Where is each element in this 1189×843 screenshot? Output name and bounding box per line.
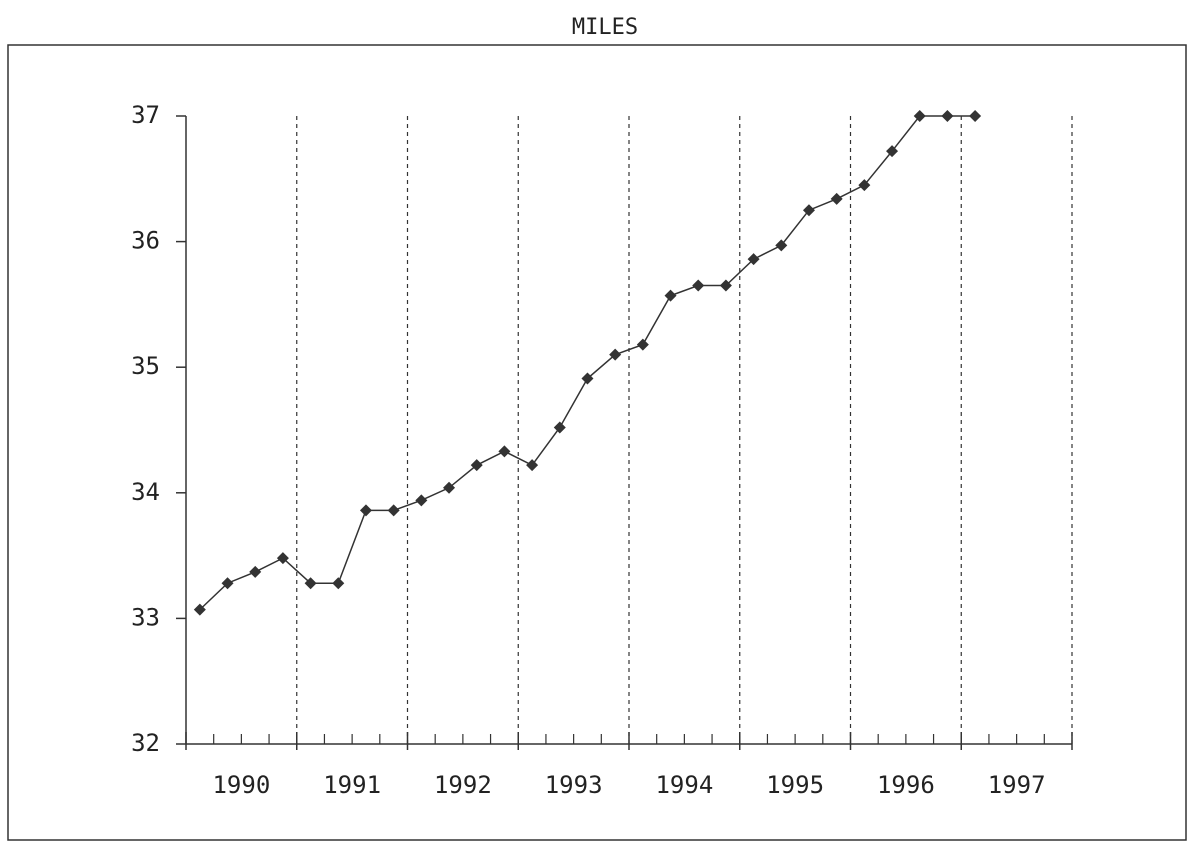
- marker: [941, 110, 954, 122]
- x-tick-label: 1990: [212, 771, 270, 799]
- marker: [609, 348, 622, 361]
- x-tick-label: 1996: [877, 771, 935, 799]
- marker: [969, 110, 982, 122]
- x-tick-label: 1997: [988, 771, 1046, 799]
- marker: [858, 179, 871, 192]
- marker: [276, 552, 289, 565]
- marker: [304, 577, 317, 590]
- y-tick-label: 34: [131, 478, 160, 506]
- marker: [221, 577, 234, 590]
- marker: [581, 372, 594, 385]
- marker: [802, 204, 815, 217]
- y-tick-label: 37: [131, 101, 160, 129]
- chart-frame: [7, 44, 1187, 841]
- marker: [886, 145, 899, 158]
- marker: [692, 279, 705, 292]
- marker: [636, 338, 649, 351]
- marker: [498, 445, 511, 458]
- marker: [443, 481, 456, 494]
- marker: [553, 421, 566, 434]
- y-tick-label: 32: [131, 729, 160, 757]
- x-tick-label: 1993: [545, 771, 603, 799]
- marker: [359, 504, 372, 517]
- y-tick-label: 33: [131, 603, 160, 631]
- marker: [387, 504, 400, 517]
- marker: [747, 253, 760, 266]
- y-tick-label: 35: [131, 352, 160, 380]
- marker: [193, 603, 206, 616]
- marker: [415, 494, 428, 507]
- marker: [775, 239, 788, 252]
- x-tick-label: 1992: [434, 771, 492, 799]
- marker: [526, 459, 539, 472]
- marker: [719, 279, 732, 292]
- x-tick-label: 1991: [323, 771, 381, 799]
- marker: [470, 459, 483, 472]
- marker: [249, 565, 262, 578]
- marker: [332, 577, 345, 590]
- line: [199, 115, 976, 611]
- marker: [913, 110, 926, 122]
- x-tick-label: 1995: [766, 771, 824, 799]
- y-tick-label: 36: [131, 227, 160, 255]
- marker: [830, 192, 843, 205]
- chart-title: MILES: [572, 15, 638, 40]
- marker: [664, 289, 677, 302]
- x-tick-label: 1994: [655, 771, 713, 799]
